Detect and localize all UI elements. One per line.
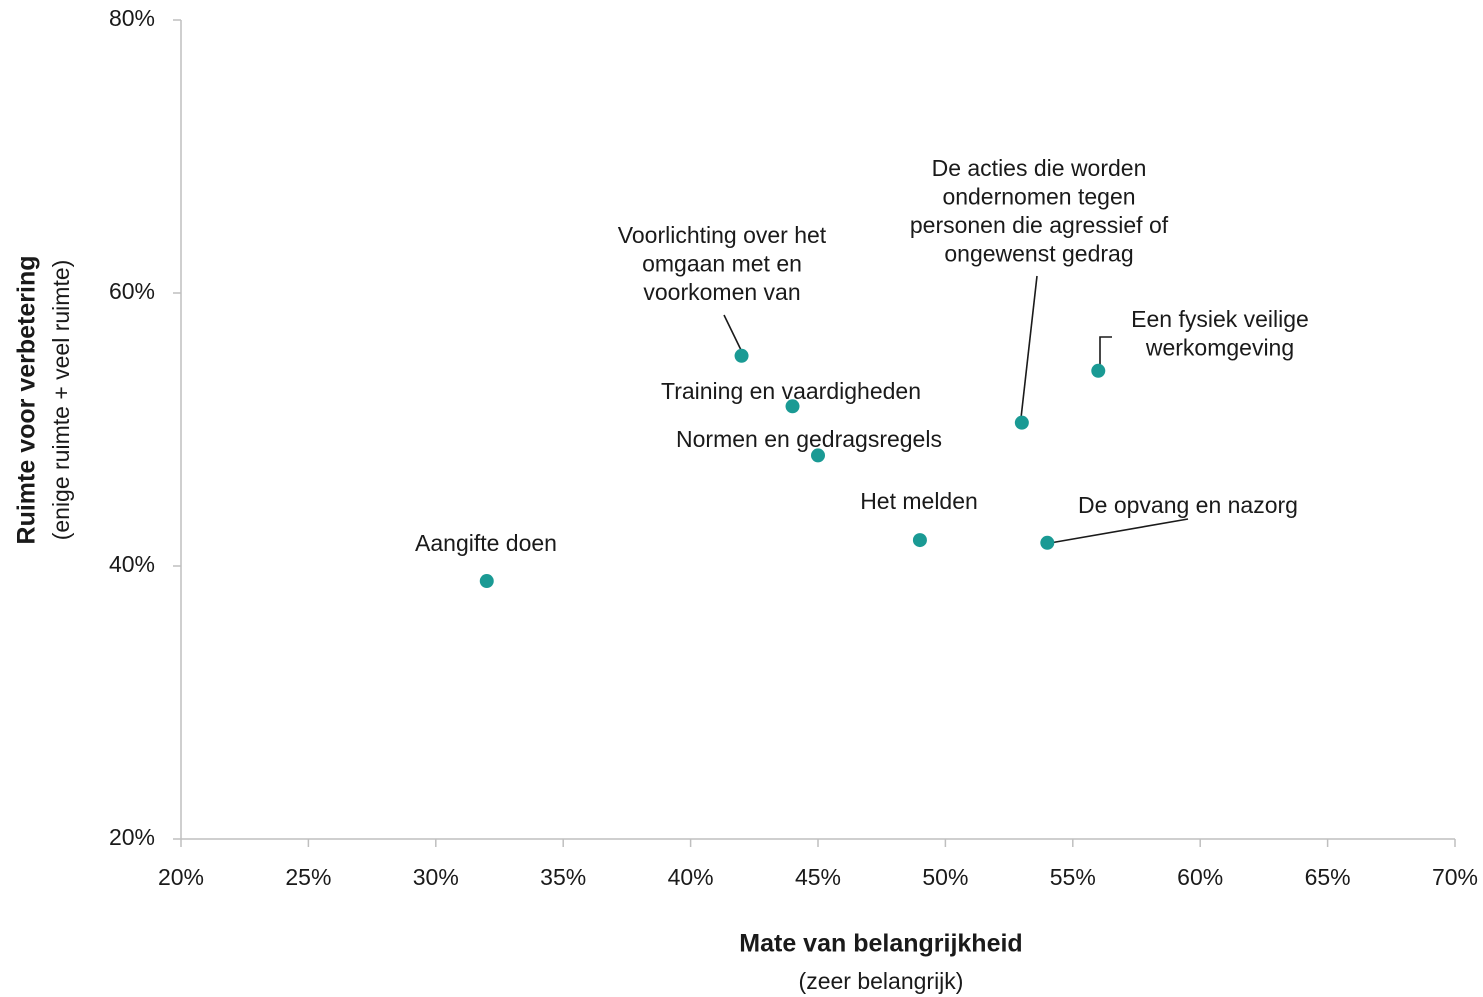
x-tick-label: 45%	[795, 864, 841, 890]
point-label: ongewenst gedrag	[944, 241, 1133, 267]
x-tick-label: 20%	[158, 864, 204, 890]
point	[811, 448, 825, 463]
point	[785, 399, 800, 414]
leader-line	[1049, 518, 1189, 544]
x-tick-label: 50%	[922, 864, 968, 890]
x-tick-label: 35%	[540, 864, 586, 890]
x-tick-label: 40%	[668, 864, 714, 890]
leader-line	[1099, 336, 1112, 366]
point	[479, 574, 494, 589]
point-label: Aangifte doen	[415, 530, 557, 556]
leader-line	[1020, 275, 1038, 419]
point-label: omgaan met en	[642, 251, 802, 277]
point-label: ondernomen tegen	[942, 184, 1135, 210]
x-axis-subtitle: (zeer belangrijk)	[799, 968, 964, 994]
y-tick-label: 80%	[109, 5, 155, 31]
point-label: voorkomen van	[643, 279, 800, 305]
point	[1091, 363, 1106, 378]
point	[1040, 535, 1055, 550]
x-tick-label: 60%	[1177, 864, 1223, 890]
point-label: werkomgeving	[1145, 335, 1294, 361]
x-tick-label: 70%	[1432, 864, 1478, 890]
point-label: Voorlichting over het	[618, 222, 827, 248]
x-axis-title: Mate van belangrijkheid	[739, 930, 1022, 958]
point-label: Training en vaardigheden	[661, 378, 921, 404]
y-axis-subtitle: (enige ruimte + veel ruimte)	[48, 260, 74, 541]
x-tick-label: 30%	[413, 864, 459, 890]
leader-line	[723, 314, 742, 351]
x-tick-label: 65%	[1305, 864, 1351, 890]
point-label: Een fysiek veilige	[1131, 306, 1309, 332]
point	[734, 348, 749, 363]
y-tick-label: 20%	[109, 824, 155, 850]
x-tick-label: 55%	[1050, 864, 1096, 890]
point	[1014, 415, 1029, 430]
point-label: Het melden	[860, 488, 978, 514]
x-tick-label: 25%	[285, 864, 331, 890]
point-label: personen die agressief of	[910, 212, 1169, 238]
point-label: De opvang en nazorg	[1078, 492, 1298, 518]
point	[912, 533, 927, 548]
point-label: Normen en gedragsregels	[676, 426, 942, 452]
y-axis-title: Ruimte voor verbetering	[13, 256, 41, 545]
y-tick-label: 40%	[109, 551, 155, 577]
y-tick-label: 60%	[109, 278, 155, 304]
point-label: De acties die worden	[932, 155, 1147, 181]
